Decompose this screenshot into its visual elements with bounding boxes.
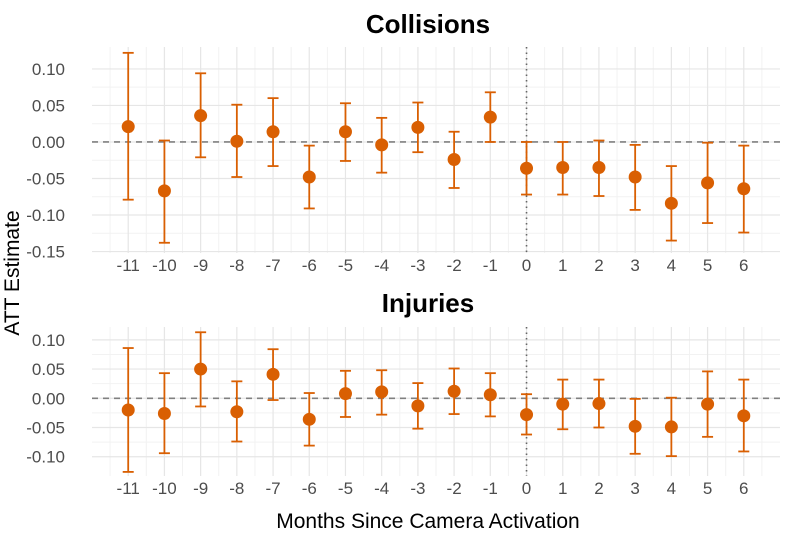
x-tick-label: 6 xyxy=(739,479,748,498)
y-tick-label: 0.00 xyxy=(32,133,65,152)
estimate-point xyxy=(520,161,534,175)
panel-title: Injuries xyxy=(382,288,474,318)
y-tick-label: -0.05 xyxy=(26,169,65,188)
x-tick-label: -6 xyxy=(302,479,317,498)
estimate-point xyxy=(664,420,678,434)
x-tick-label: -10 xyxy=(152,479,177,498)
estimate-point xyxy=(664,196,678,210)
estimate-point xyxy=(447,384,461,398)
estimate-point xyxy=(375,138,389,152)
estimate-point xyxy=(447,152,461,166)
estimate-point xyxy=(194,109,208,123)
y-tick-label: -0.10 xyxy=(26,206,65,225)
estimate-point xyxy=(157,184,171,198)
collisions-panel: -0.15-0.10-0.050.000.050.10-11 -10 -9 -8 -7-… xyxy=(26,9,780,275)
estimate-point xyxy=(157,406,171,420)
x-tick-label: 5 xyxy=(703,479,712,498)
x-tick-label: -7 xyxy=(265,256,280,275)
estimate-point xyxy=(121,120,135,134)
x-tick-label: -5 xyxy=(338,479,353,498)
estimate-point xyxy=(701,397,715,411)
y-tick-label: -0.05 xyxy=(26,419,65,438)
y-tick-label: 0.05 xyxy=(32,360,65,379)
x-tick-label: 2 xyxy=(594,479,603,498)
injuries-panel: -0.10-0.050.000.050.10-11 -10 -9 -8 -7 -6 -5 -4… xyxy=(26,288,780,498)
x-tick-label: -10 xyxy=(152,256,177,275)
y-tick-label: -0.15 xyxy=(26,243,65,262)
estimate-point xyxy=(302,412,316,426)
y-tick-label: 0.00 xyxy=(32,389,65,408)
estimate-point xyxy=(411,120,425,134)
estimate-point xyxy=(628,170,642,184)
estimate-point xyxy=(230,134,244,148)
y-tick-label: 0.10 xyxy=(32,60,65,79)
estimate-point xyxy=(520,408,534,422)
x-tick-label: 6 xyxy=(739,256,748,275)
estimate-point xyxy=(338,387,352,401)
estimate-point xyxy=(592,161,606,175)
estimate-point xyxy=(556,397,570,411)
x-tick-label: -11 xyxy=(117,479,140,498)
x-tick-label: -3 xyxy=(410,479,425,498)
estimate-point xyxy=(592,397,606,411)
x-tick-label: 4 xyxy=(667,256,676,275)
estimate-point xyxy=(701,176,715,190)
x-tick-label: -4 xyxy=(374,479,389,498)
x-tick-label: 2 xyxy=(594,256,603,275)
estimate-point xyxy=(556,161,570,175)
x-tick-label: -1 xyxy=(483,479,498,498)
x-tick-label: -2 xyxy=(447,479,462,498)
x-tick-label: -8 xyxy=(229,479,244,498)
x-tick-label: -7 xyxy=(265,479,280,498)
x-tick-label: 5 xyxy=(703,256,712,275)
estimate-point xyxy=(194,362,208,376)
estimate-point xyxy=(338,125,352,139)
estimate-point xyxy=(121,403,135,417)
x-axis-label: Months Since Camera Activation xyxy=(276,510,579,533)
x-tick-label: -9 xyxy=(193,256,208,275)
x-tick-label: -9 xyxy=(193,479,208,498)
x-tick-label: -2 xyxy=(447,256,462,275)
y-tick-label: -0.10 xyxy=(26,448,65,467)
estimate-point xyxy=(737,182,751,196)
x-tick-label: -5 xyxy=(338,256,353,275)
estimate-point xyxy=(302,170,316,184)
estimate-point xyxy=(628,419,642,433)
estimate-point xyxy=(483,110,497,124)
x-tick-label: -8 xyxy=(229,256,244,275)
x-tick-label: -1 xyxy=(483,256,498,275)
estimate-point xyxy=(375,385,389,399)
x-tick-label: -4 xyxy=(374,256,389,275)
y-tick-label: 0.10 xyxy=(32,331,65,350)
x-tick-label: 3 xyxy=(630,256,639,275)
x-tick-label: -11 xyxy=(117,256,140,275)
x-tick-label: -3 xyxy=(410,256,425,275)
x-tick-label: 0 xyxy=(522,479,531,498)
x-tick-label: -6 xyxy=(302,256,317,275)
x-tick-label: 1 xyxy=(558,256,567,275)
estimate-point xyxy=(483,388,497,402)
estimate-point xyxy=(230,405,244,419)
estimate-point xyxy=(411,399,425,413)
y-tick-label: 0.05 xyxy=(32,96,65,115)
estimate-point xyxy=(737,409,751,423)
estimate-point xyxy=(266,367,280,381)
panel-title: Collisions xyxy=(366,9,490,39)
x-tick-label: 3 xyxy=(630,479,639,498)
x-tick-label: 1 xyxy=(558,479,567,498)
y-axis-label: ATT Estimate xyxy=(1,210,24,335)
x-tick-label: 4 xyxy=(667,479,676,498)
estimate-point xyxy=(266,125,280,139)
x-tick-label: 0 xyxy=(522,256,531,275)
